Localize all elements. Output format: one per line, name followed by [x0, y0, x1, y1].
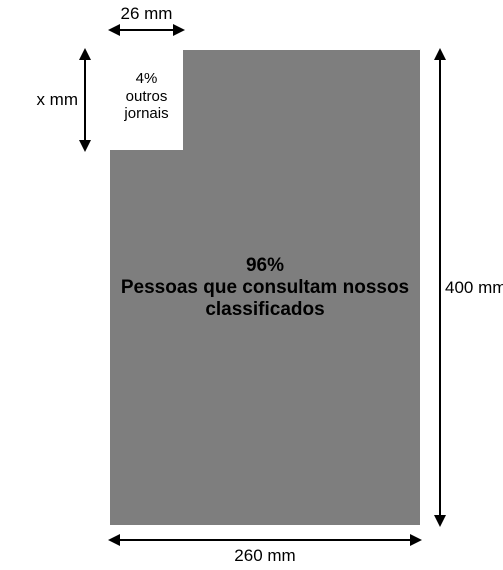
diagram-stage: 4% outros jornais 96% Pessoas que consul… — [0, 0, 503, 570]
inset-text-label: outros jornais — [110, 88, 183, 123]
inset-percent-label: 4% — [110, 70, 183, 87]
arrow-top-line — [116, 29, 177, 31]
main-text-label: Pessoas que consultam nossos classificad… — [110, 277, 420, 321]
arrow-right-head-down — [434, 515, 446, 527]
main-percent-label: 96% — [110, 255, 420, 277]
arrow-bottom-line — [116, 539, 414, 541]
arrow-bottom-head-right — [410, 534, 422, 546]
arrow-top-head-right — [173, 24, 185, 36]
top-dim-label: 26 mm — [110, 4, 183, 24]
arrow-bottom-head-left — [108, 534, 120, 546]
arrow-right-head-up — [434, 48, 446, 60]
bottom-dim-label: 260 mm — [110, 546, 420, 566]
arrow-left-head-down — [79, 140, 91, 152]
arrow-left-line — [84, 56, 86, 144]
right-dim-label: 400 mm — [445, 278, 503, 298]
left-dim-label: x mm — [18, 90, 78, 110]
arrow-right-line — [439, 56, 441, 519]
arrow-left-head-up — [79, 48, 91, 60]
arrow-top-head-left — [108, 24, 120, 36]
